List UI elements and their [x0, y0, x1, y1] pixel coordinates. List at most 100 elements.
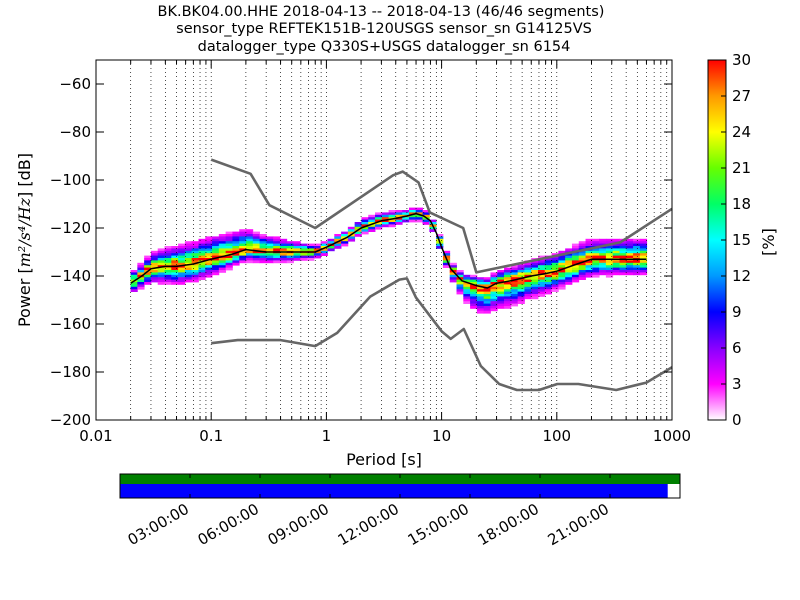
psd-cell: [524, 265, 532, 268]
psd-cell: [320, 241, 328, 244]
psd-cell: [476, 303, 485, 307]
psd-cell: [198, 272, 206, 276]
psd-cell: [178, 282, 186, 285]
psd-cell: [293, 241, 301, 244]
psd-cell: [483, 306, 491, 309]
psd-cell: [626, 253, 634, 256]
psd-cell: [402, 219, 410, 223]
psd-cell: [252, 231, 260, 235]
psd-cell: [592, 250, 600, 254]
psd-cell: [538, 265, 546, 268]
psd-cell: [571, 260, 580, 264]
psd-cell: [150, 250, 159, 254]
psd-cell: [619, 265, 627, 268]
psd-cell: [619, 272, 627, 276]
psd-cell: [184, 243, 193, 247]
psd-cell: [212, 236, 220, 240]
y-axis-label-units: m²/s⁴/Hz: [15, 197, 34, 267]
psd-cell: [164, 272, 172, 276]
psd-cell: [246, 238, 254, 242]
psd-cell: [442, 262, 451, 266]
psd-cell: [565, 270, 573, 273]
psd-cell: [612, 238, 620, 242]
psd-cell: [612, 250, 620, 254]
psd-cell: [150, 265, 159, 268]
psd-cell: [368, 229, 376, 232]
psd-cell: [408, 210, 417, 213]
psd-cell: [619, 248, 627, 252]
psd-cell: [225, 243, 233, 247]
colorbar-tick-label: 24: [732, 123, 751, 141]
x-tick-label: 100: [542, 427, 571, 445]
psd-cell: [218, 236, 227, 240]
psd-cell: [524, 291, 532, 295]
psd-cell: [544, 286, 552, 290]
psd-cell: [531, 291, 539, 295]
psd-cell: [578, 253, 586, 256]
title-line-2: sensor_type REFTEK151B-120USGS sensor_sn…: [176, 21, 592, 37]
psd-cell: [144, 272, 152, 276]
psd-cell: [273, 258, 281, 261]
psd-cell: [178, 260, 186, 264]
psd-cell: [463, 298, 471, 302]
psd-cell: [578, 250, 586, 254]
psd-cell: [524, 277, 532, 280]
psd-cell: [232, 258, 240, 261]
psd-cell: [191, 272, 199, 276]
psd-cell: [150, 274, 159, 278]
psd-cell: [612, 267, 620, 271]
psd-cell: [225, 231, 233, 235]
psd-cell: [402, 217, 410, 220]
psd-cell: [571, 279, 580, 283]
psd-cell: [375, 212, 383, 216]
psd-cell: [279, 243, 288, 247]
psd-cell: [259, 246, 267, 249]
psd-cell: [259, 236, 267, 240]
psd-cell: [510, 270, 519, 273]
psd-cell: [150, 258, 159, 261]
psd-cell: [239, 234, 247, 237]
psd-cell: [327, 248, 335, 252]
psd-cell: [246, 246, 254, 249]
psd-cell: [157, 260, 165, 264]
psd-cell: [239, 248, 247, 252]
psd-cell: [463, 289, 471, 292]
psd-cell: [212, 250, 220, 254]
psd-cell: [293, 248, 301, 252]
psd-cell: [232, 260, 240, 264]
psd-cell: [198, 262, 206, 266]
psd-cell: [476, 289, 485, 292]
psd-cell: [524, 279, 532, 283]
y-tick-label: −160: [50, 315, 91, 333]
psd-cell: [605, 262, 614, 266]
psd-cell: [191, 248, 199, 252]
psd-cell: [544, 282, 552, 285]
psd-cell: [639, 253, 648, 256]
psd-cell: [313, 253, 322, 256]
psd-cell: [320, 253, 328, 256]
psd-cell: [184, 260, 193, 264]
psd-cell: [490, 291, 498, 295]
psd-cell: [137, 279, 145, 283]
psd-cell: [612, 253, 620, 256]
psd-cell: [633, 255, 641, 259]
psd-cell: [225, 267, 233, 271]
psd-cell: [504, 267, 512, 271]
psd-cell: [252, 255, 260, 259]
psd-cell: [585, 246, 593, 249]
psd-cell: [639, 255, 648, 259]
psd-cell: [266, 236, 274, 240]
psd-cell: [463, 284, 471, 288]
psd-cell: [551, 277, 559, 280]
psd-cell: [232, 231, 240, 235]
psd-cell: [395, 214, 403, 218]
psd-cell: [225, 258, 233, 261]
psd-cell: [626, 265, 634, 268]
psd-cell: [544, 262, 552, 266]
psd-cell: [178, 279, 186, 283]
psd-cell: [218, 250, 227, 254]
psd-cell: [599, 270, 607, 273]
psd-cell: [381, 222, 390, 225]
psd-cell: [565, 279, 573, 283]
grid-lines: [130, 60, 668, 420]
